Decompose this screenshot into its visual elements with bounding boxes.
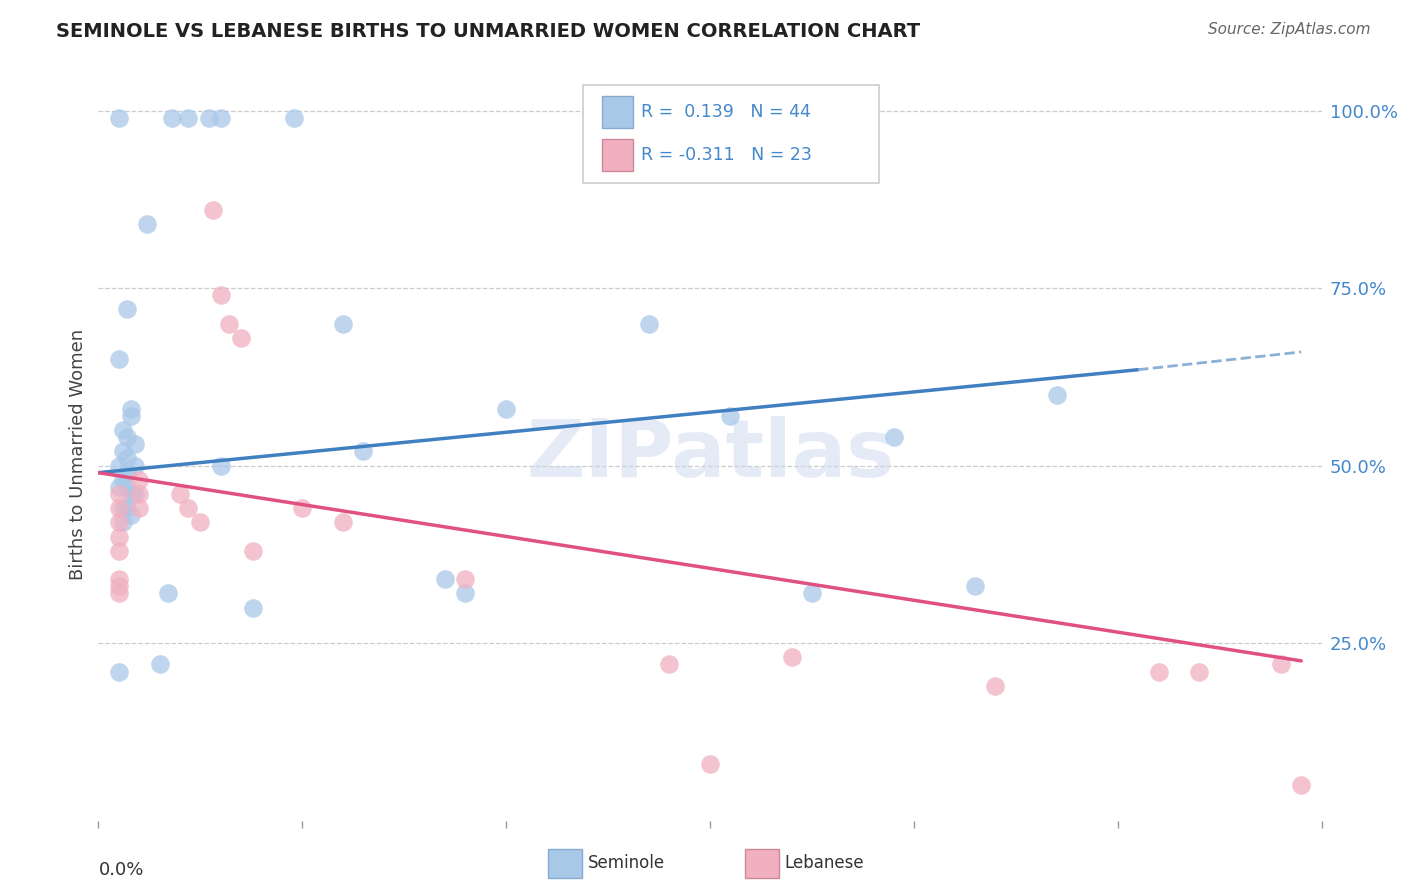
Point bbox=[699, 756, 721, 771]
Point bbox=[434, 572, 457, 586]
Point bbox=[115, 466, 138, 480]
Point bbox=[128, 501, 150, 516]
Point bbox=[1188, 665, 1211, 679]
Point bbox=[495, 401, 517, 416]
Point bbox=[111, 501, 134, 516]
Point bbox=[115, 480, 138, 494]
Point bbox=[1147, 665, 1170, 679]
Text: Seminole: Seminole bbox=[588, 855, 665, 872]
Point bbox=[218, 317, 240, 331]
Point bbox=[169, 487, 191, 501]
Point bbox=[108, 487, 131, 501]
Point bbox=[720, 409, 742, 423]
Point bbox=[242, 600, 264, 615]
Point bbox=[177, 501, 200, 516]
Point bbox=[149, 657, 172, 672]
Point bbox=[197, 111, 219, 125]
Point bbox=[108, 501, 131, 516]
Point bbox=[115, 430, 138, 444]
Point bbox=[124, 458, 146, 473]
Point bbox=[111, 423, 134, 437]
Text: R =  0.139   N = 44: R = 0.139 N = 44 bbox=[641, 103, 811, 121]
Point bbox=[108, 665, 131, 679]
Text: R = -0.311   N = 23: R = -0.311 N = 23 bbox=[641, 146, 813, 164]
Point bbox=[111, 516, 134, 530]
Point bbox=[108, 111, 131, 125]
Point bbox=[108, 572, 131, 586]
Text: 0.0%: 0.0% bbox=[98, 861, 143, 879]
Point bbox=[108, 352, 131, 367]
Point bbox=[156, 586, 179, 600]
Point bbox=[120, 487, 142, 501]
Point bbox=[108, 458, 131, 473]
Point bbox=[160, 111, 183, 125]
Text: SEMINOLE VS LEBANESE BIRTHS TO UNMARRIED WOMEN CORRELATION CHART: SEMINOLE VS LEBANESE BIRTHS TO UNMARRIED… bbox=[56, 22, 921, 41]
Point bbox=[454, 572, 477, 586]
Point bbox=[128, 473, 150, 487]
Point bbox=[242, 543, 264, 558]
Point bbox=[115, 302, 138, 317]
Point bbox=[209, 458, 232, 473]
Point bbox=[1045, 387, 1069, 401]
Point bbox=[332, 516, 354, 530]
Point bbox=[1270, 657, 1292, 672]
Point bbox=[124, 487, 146, 501]
Point bbox=[120, 409, 142, 423]
Point bbox=[120, 401, 142, 416]
Point bbox=[108, 516, 131, 530]
Y-axis label: Births to Unmarried Women: Births to Unmarried Women bbox=[69, 329, 87, 581]
Point bbox=[209, 111, 232, 125]
Point bbox=[1291, 778, 1313, 792]
Point bbox=[188, 516, 212, 530]
Point bbox=[209, 288, 232, 302]
Point bbox=[291, 501, 314, 516]
Point bbox=[984, 679, 1007, 693]
Point bbox=[108, 530, 131, 544]
Point bbox=[658, 657, 681, 672]
Point bbox=[120, 508, 142, 523]
Point bbox=[780, 650, 803, 665]
Point bbox=[965, 579, 987, 593]
Text: Lebanese: Lebanese bbox=[785, 855, 865, 872]
Point bbox=[128, 487, 150, 501]
Point bbox=[638, 317, 661, 331]
Point bbox=[108, 480, 131, 494]
Point bbox=[352, 444, 374, 458]
Point bbox=[111, 473, 134, 487]
Point bbox=[231, 331, 253, 345]
Text: ZIPatlas: ZIPatlas bbox=[526, 416, 894, 494]
Text: Source: ZipAtlas.com: Source: ZipAtlas.com bbox=[1208, 22, 1371, 37]
Point bbox=[201, 202, 224, 217]
Point bbox=[115, 451, 138, 466]
Point bbox=[115, 501, 138, 516]
Point bbox=[332, 317, 354, 331]
Point bbox=[177, 111, 200, 125]
Point bbox=[108, 543, 131, 558]
Point bbox=[883, 430, 905, 444]
Point bbox=[801, 586, 824, 600]
Point bbox=[108, 579, 131, 593]
Point bbox=[283, 111, 305, 125]
Point bbox=[136, 217, 159, 231]
Point bbox=[454, 586, 477, 600]
Point bbox=[111, 444, 134, 458]
Point bbox=[124, 437, 146, 451]
Point bbox=[108, 586, 131, 600]
